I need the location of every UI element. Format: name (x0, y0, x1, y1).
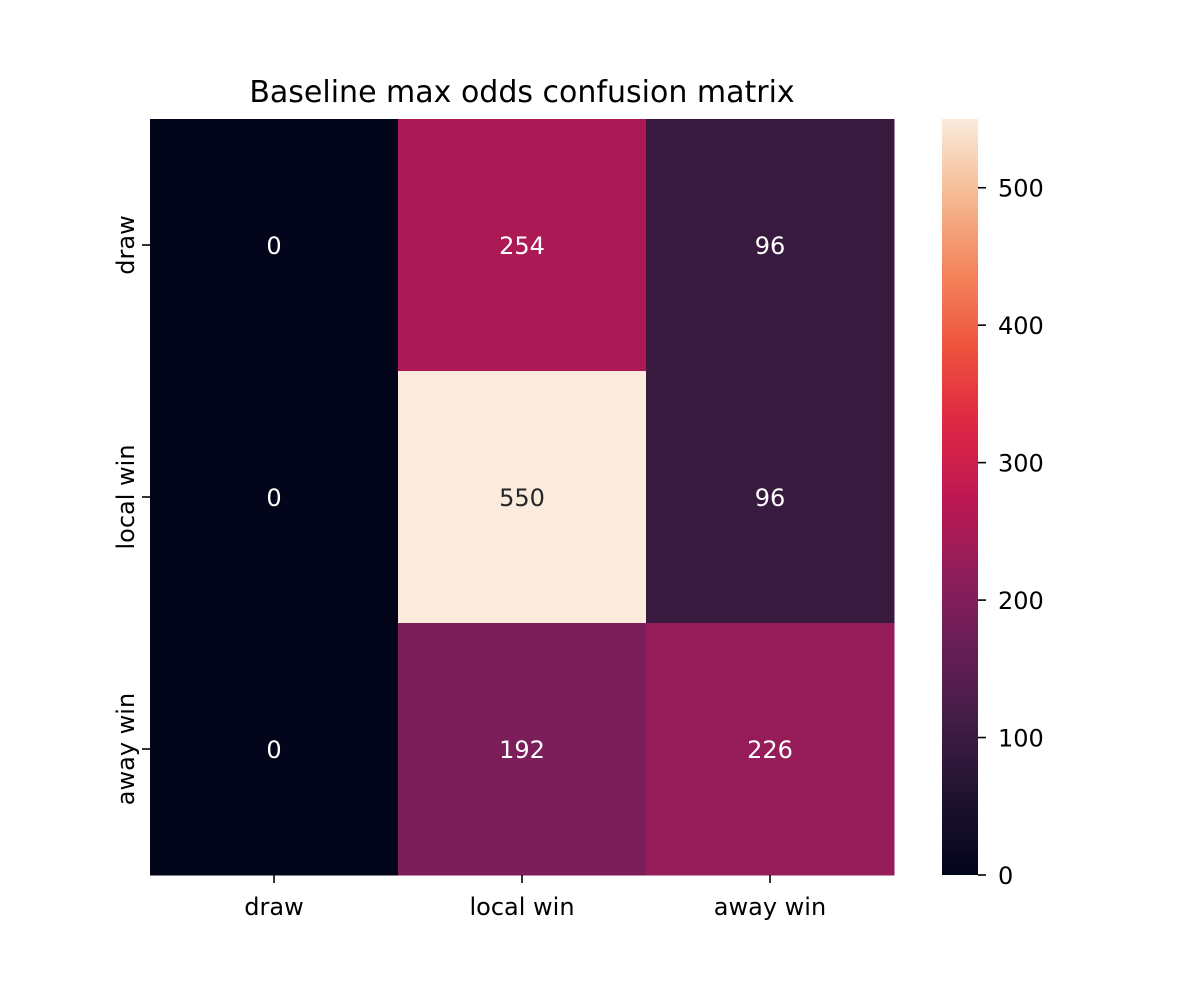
cell-value-label: 254 (499, 232, 545, 260)
colorbar-tick-label: 400 (998, 312, 1044, 340)
heatmap-cell (150, 371, 399, 624)
x-axis: draw local win away win (244, 875, 826, 921)
y-tick-label: draw (112, 215, 140, 274)
cell-value-label: 550 (499, 484, 545, 512)
x-tick-label: away win (714, 893, 826, 921)
cell-value-label: 0 (266, 736, 281, 764)
x-tick-label: draw (244, 893, 303, 921)
chart-title: Baseline max odds confusion matrix (249, 75, 794, 110)
cell-value-label: 0 (266, 232, 281, 260)
colorbar-gradient (942, 119, 978, 875)
heatmap-cell (150, 119, 399, 372)
colorbar-tick-label: 100 (998, 725, 1044, 753)
colorbar-tick-label: 500 (998, 175, 1044, 203)
heatmap-cell (646, 371, 895, 624)
heatmap-cells (150, 119, 895, 876)
cell-value-label: 96 (755, 484, 786, 512)
cell-value-label: 226 (747, 736, 793, 764)
colorbar-tick-label: 300 (998, 450, 1044, 478)
y-axis: draw local win away win (112, 215, 150, 805)
heatmap-cell (150, 623, 399, 876)
cell-value-label: 0 (266, 484, 281, 512)
cell-value-label: 192 (499, 736, 545, 764)
x-tick-label: local win (469, 893, 574, 921)
colorbar-tick-label: 0 (998, 862, 1013, 890)
cell-value-label: 96 (755, 232, 786, 260)
heatmap-cell (398, 371, 647, 624)
heatmap-cell (646, 119, 895, 372)
y-tick-label: local win (112, 444, 140, 549)
heatmap-cell (398, 119, 647, 372)
y-tick-label: away win (112, 693, 140, 805)
heatmap-cell (398, 623, 647, 876)
heatmap-cell (646, 623, 895, 876)
colorbar-tick-label: 200 (998, 587, 1044, 615)
cell-value-labels: 0 254 96 0 550 96 0 192 226 (266, 232, 793, 764)
colorbar: 0 100 200 300 400 500 (942, 119, 1044, 890)
